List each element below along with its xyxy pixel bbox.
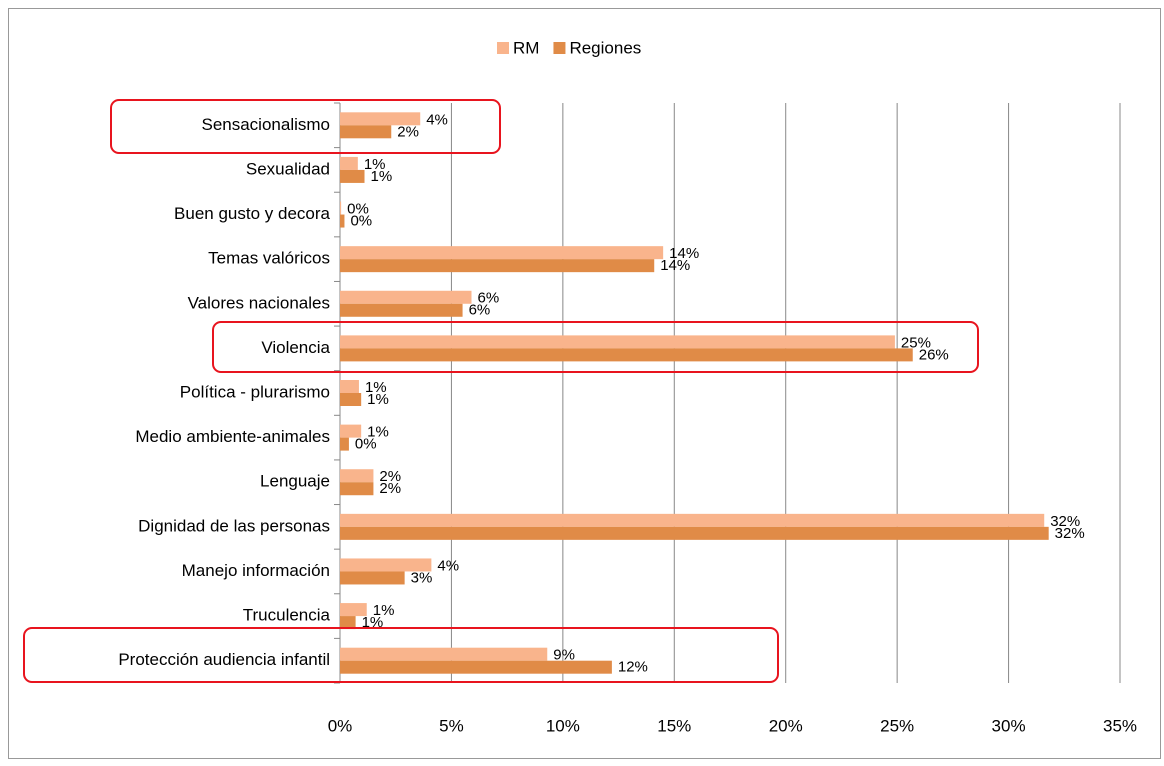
- value-label: 1%: [373, 602, 395, 619]
- y-tick-label: Protección audiencia infantil: [118, 650, 330, 669]
- bar: [340, 393, 362, 406]
- value-label: 4%: [437, 557, 459, 574]
- value-label: 9%: [553, 647, 575, 664]
- y-tick-label: Política - plurarismo: [180, 382, 330, 401]
- bar: [340, 380, 359, 393]
- value-label: 2%: [379, 480, 401, 497]
- plot: 0% 5% 10% 15% 20% 25% 30% 35% Sensacionalismo 4% 2…: [118, 38, 1137, 735]
- chart-border: [8, 8, 1161, 759]
- bar: [340, 616, 356, 630]
- bar: [340, 335, 895, 349]
- highlight-box: [110, 99, 501, 154]
- bar: [340, 348, 913, 362]
- y-tick-label: Manejo información: [182, 561, 330, 580]
- bar: [340, 513, 1045, 527]
- bar: [340, 125, 392, 139]
- value-label: 0%: [350, 213, 372, 230]
- y-tick-label: Truculencia: [243, 606, 331, 625]
- y-tick-label: Sexualidad: [246, 159, 330, 178]
- bar: [340, 112, 421, 126]
- y-tick-label: Lenguaje: [260, 472, 330, 491]
- value-label: 14%: [669, 245, 699, 262]
- value-label: 32%: [1055, 525, 1085, 542]
- value-label: 1%: [371, 168, 393, 185]
- bar: [340, 214, 345, 228]
- bar: [340, 660, 612, 674]
- value-label: 0%: [355, 436, 377, 453]
- x-tick-label: 10%: [546, 716, 580, 735]
- bar: [340, 571, 405, 585]
- value-label: 1%: [364, 156, 386, 173]
- value-label: 32%: [1050, 513, 1080, 530]
- value-label: 1%: [367, 391, 389, 408]
- y-tick-label: Sensacionalismo: [201, 115, 330, 134]
- bar: [340, 169, 365, 183]
- x-tick-label: 25%: [880, 716, 914, 735]
- x-tick-label: 20%: [769, 716, 803, 735]
- y-tick-label: Temas valóricos: [208, 249, 330, 268]
- bar: [340, 647, 548, 661]
- legend-swatch: [553, 42, 566, 54]
- bar: [340, 482, 374, 496]
- y-tick-label: Dignidad de las personas: [138, 516, 330, 535]
- legend-swatch: [497, 42, 509, 54]
- bar: [340, 259, 655, 273]
- y-tick-label: Valores nacionales: [188, 293, 330, 312]
- bar: [340, 290, 472, 304]
- highlight-box: [23, 627, 779, 683]
- bar: [340, 246, 664, 260]
- value-label: 4%: [426, 111, 448, 128]
- value-label: 6%: [469, 302, 491, 319]
- y-tick-label: Violencia: [261, 338, 330, 357]
- x-tick-label: 0%: [328, 716, 353, 735]
- bar: [340, 526, 1049, 540]
- value-label: 2%: [379, 468, 401, 485]
- bar: [340, 201, 342, 215]
- highlight-box: [212, 321, 979, 373]
- value-label: 2%: [397, 123, 419, 140]
- value-label: 26%: [919, 346, 949, 363]
- legend-label: RM: [513, 38, 539, 57]
- x-tick-label: 30%: [992, 716, 1026, 735]
- bar: [340, 603, 367, 617]
- value-label: 12%: [618, 659, 648, 676]
- legend-label: Regiones: [569, 38, 641, 57]
- value-label: 14%: [660, 257, 690, 274]
- y-tick-label: Medio ambiente-animales: [135, 427, 330, 446]
- bar: [340, 437, 349, 451]
- value-label: 3%: [411, 569, 433, 586]
- y-tick-label: Buen gusto y decora: [174, 204, 330, 223]
- value-label: 1%: [362, 614, 384, 631]
- bar: [340, 424, 362, 438]
- value-label: 6%: [477, 290, 499, 307]
- x-tick-label: 15%: [657, 716, 691, 735]
- value-label: 1%: [365, 379, 387, 396]
- value-label: 25%: [901, 334, 931, 351]
- x-tick-label: 35%: [1103, 716, 1137, 735]
- value-label: 1%: [367, 424, 389, 441]
- bar: [340, 469, 374, 483]
- value-label: 0%: [347, 201, 369, 218]
- x-tick-label: 5%: [439, 716, 464, 735]
- bar: [340, 303, 463, 317]
- bar: [340, 156, 358, 170]
- bar: [340, 558, 432, 572]
